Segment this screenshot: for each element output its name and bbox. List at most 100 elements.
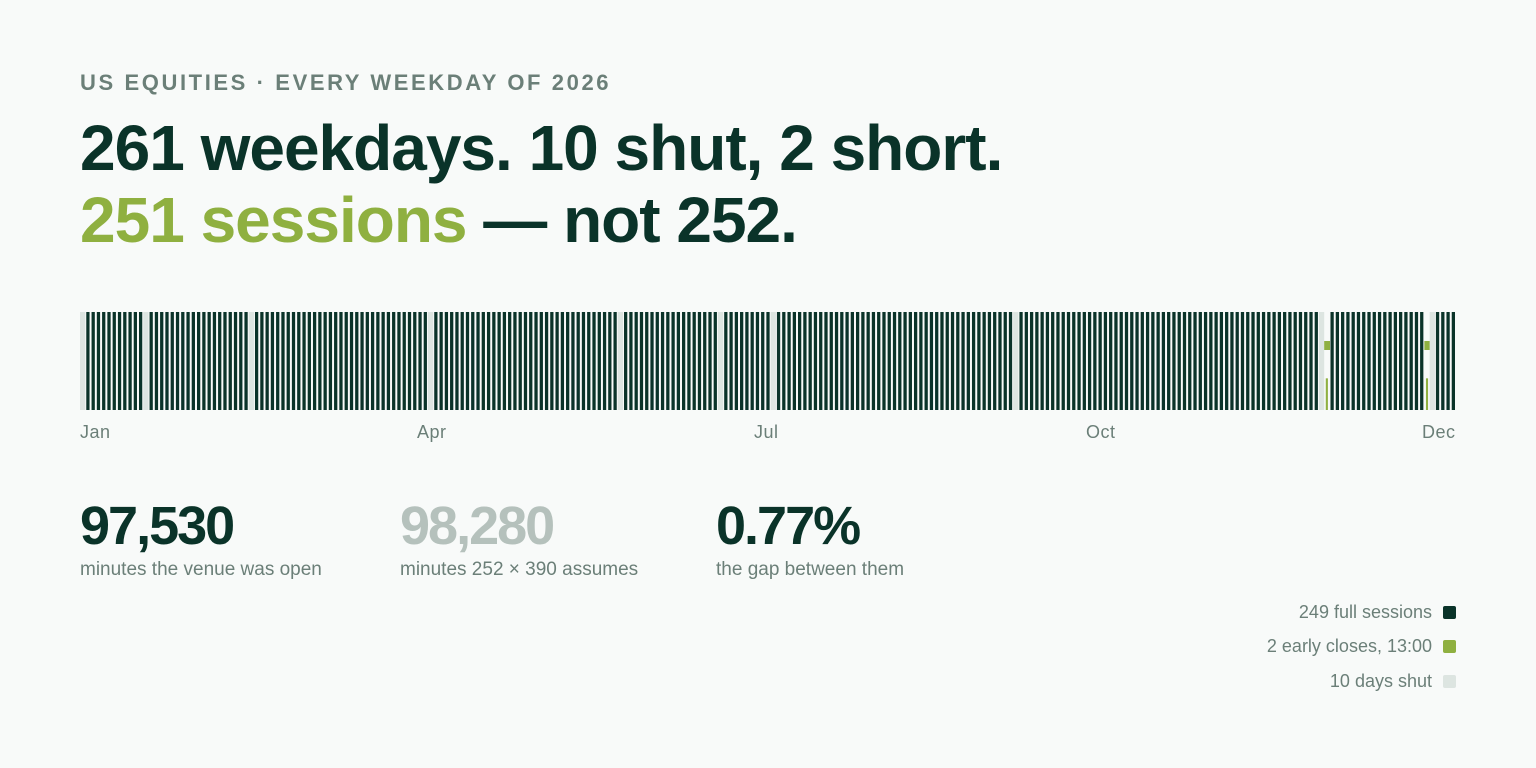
day-bar-full [1304, 312, 1308, 410]
day-bar-full [476, 312, 480, 410]
day-bar-full [892, 312, 897, 410]
day-bar-full [1362, 312, 1366, 410]
day-bar-full [423, 312, 427, 410]
day-bar-full [550, 312, 554, 410]
day-bar-full [1098, 312, 1102, 410]
axis-tick-label: Oct [1086, 422, 1116, 442]
day-bar-full [655, 312, 659, 410]
legend-label: 2 early closes, 13:00 [1266, 636, 1432, 656]
legend-label: 10 days shut [1329, 670, 1432, 691]
day-bar-full [1335, 312, 1340, 410]
day-bar-full [645, 312, 649, 410]
day-bar-full [745, 312, 749, 410]
stat-label: minutes the venue was open [80, 559, 322, 580]
day-bar-full [239, 312, 243, 410]
day-bar-full [1246, 312, 1250, 410]
day-bar-full [1314, 312, 1318, 410]
day-bar-full [1404, 312, 1408, 410]
day-bar-full [91, 312, 95, 410]
day-bar-full [186, 312, 190, 410]
day-bar-full [803, 312, 807, 410]
day-bar-full [497, 312, 501, 410]
day-bar-full [323, 312, 327, 410]
day-bar-full [624, 312, 628, 410]
day-bar-full [1198, 312, 1202, 410]
day-bar-full [592, 312, 596, 410]
day-bar-full [133, 312, 137, 410]
day-bar-full [1383, 312, 1387, 410]
day-bar-full [407, 312, 412, 410]
day-bar-full [671, 312, 675, 410]
day-bar-full [871, 312, 876, 410]
day-bar-full [950, 312, 955, 410]
legend-label: 249 full sessions [1298, 601, 1432, 622]
day-bar-full [919, 312, 923, 410]
day-bar-full [365, 312, 369, 410]
day-bar-full [1156, 312, 1160, 410]
day-bar-full [123, 312, 127, 410]
day-bar-shut [427, 312, 434, 410]
day-bar-full [1188, 312, 1192, 410]
day-bar-full [855, 312, 860, 410]
day-bar-full [339, 312, 343, 410]
day-bar-full [202, 312, 206, 410]
day-bar-full [1003, 312, 1007, 410]
day-bar-full [676, 312, 681, 410]
day-bar-full [682, 312, 686, 410]
day-bar-full [1077, 312, 1081, 410]
day-bar-full [1040, 312, 1044, 410]
day-bar-full [576, 312, 580, 410]
day-bar-full [1182, 312, 1187, 410]
day-bar-full [381, 312, 385, 410]
early-close-marker [1424, 341, 1431, 350]
day-bar-full [792, 312, 796, 410]
day-bar-shut [248, 312, 254, 410]
day-bar-full [908, 312, 912, 410]
day-bar-full [834, 312, 839, 410]
day-bar-full [1214, 312, 1218, 410]
day-bar-full [149, 312, 153, 410]
day-bar-early [1425, 378, 1429, 410]
day-bar-full [502, 312, 507, 410]
day-bar-full [861, 312, 865, 410]
day-bar-full [866, 312, 870, 410]
day-bar-full [1019, 312, 1023, 410]
day-bar-full [1267, 312, 1271, 410]
day-bar-full [1272, 312, 1276, 410]
day-bar-full [1024, 312, 1028, 410]
day-bar-full [254, 312, 259, 410]
legend-swatch [1443, 674, 1456, 688]
day-bar-full [413, 312, 417, 410]
day-bar-full [1193, 312, 1197, 410]
day-bar-full [212, 312, 217, 410]
day-bar-full [961, 312, 965, 410]
day-bar-full [376, 312, 380, 410]
day-bar-full [993, 312, 997, 410]
day-bar-full [924, 312, 928, 410]
day-bar-full [281, 312, 285, 410]
day-bar-full [1219, 312, 1224, 410]
day-bar-full [1288, 312, 1292, 410]
day-bar-full [1087, 312, 1092, 410]
day-bar-full [418, 312, 422, 410]
day-bar-full [1420, 312, 1424, 410]
day-bar-full [903, 312, 907, 410]
day-bar-full [650, 312, 654, 410]
day-bar-full [613, 312, 617, 410]
day-bar-full [850, 312, 854, 410]
day-bar-full [117, 312, 122, 410]
day-bar-full [703, 312, 707, 410]
day-bar-full [1140, 312, 1144, 410]
day-bar-shut [770, 312, 776, 410]
day-bar-full [1367, 312, 1371, 410]
day-bar-full [1351, 312, 1355, 410]
day-bar-full [191, 312, 195, 410]
day-bar-full [181, 312, 185, 410]
day-bar-full [1399, 312, 1403, 410]
day-bar-full [887, 312, 891, 410]
day-bar-full [1330, 312, 1334, 410]
axis-tick-label: Dec [1422, 422, 1456, 442]
day-bar-full [1161, 312, 1166, 410]
day-bar-full [297, 312, 301, 410]
eyebrow-title: US EQUITIES · EVERY WEEKDAY OF 2026 [80, 70, 612, 95]
